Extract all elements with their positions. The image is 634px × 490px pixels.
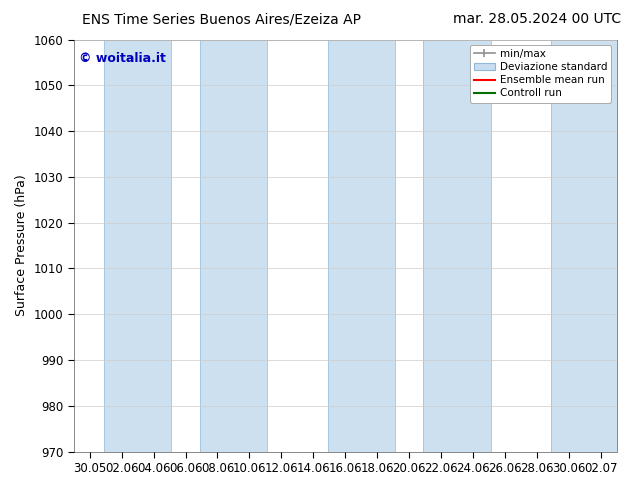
Y-axis label: Surface Pressure (hPa): Surface Pressure (hPa): [15, 175, 28, 317]
Bar: [200, 40, 267, 452]
Text: ENS Time Series Buenos Aires/Ezeiza AP: ENS Time Series Buenos Aires/Ezeiza AP: [82, 12, 361, 26]
Bar: [551, 40, 618, 452]
Bar: [104, 40, 171, 452]
Legend: min/max, Deviazione standard, Ensemble mean run, Controll run: min/max, Deviazione standard, Ensemble m…: [470, 45, 612, 102]
Bar: [328, 40, 395, 452]
Text: mar. 28.05.2024 00 UTC: mar. 28.05.2024 00 UTC: [453, 12, 621, 26]
Text: © woitalia.it: © woitalia.it: [79, 52, 166, 65]
Bar: [424, 40, 491, 452]
